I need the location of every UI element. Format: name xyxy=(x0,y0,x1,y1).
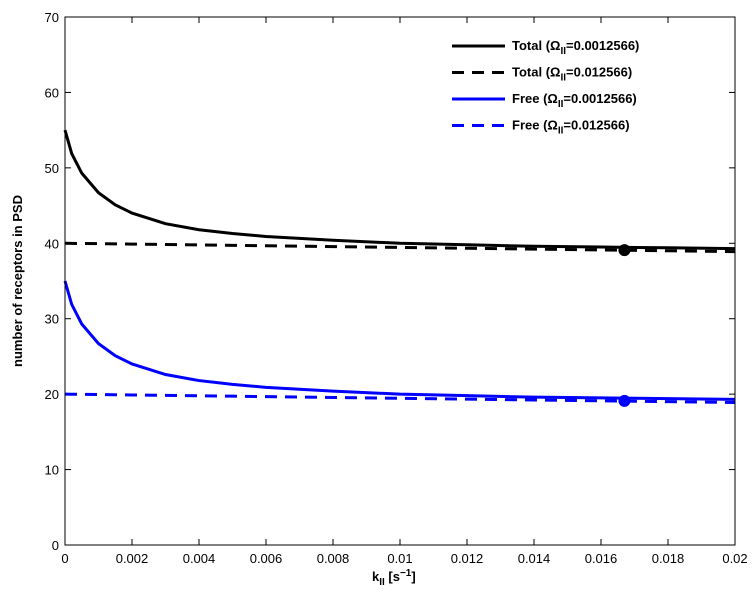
y-tick-label: 60 xyxy=(45,85,59,100)
series-line xyxy=(63,129,736,251)
legend-label: Free (ΩII=0.0012566) xyxy=(512,91,637,110)
marker xyxy=(618,394,631,407)
series-line xyxy=(64,241,736,254)
legend-text: =0.0012566) xyxy=(566,38,639,53)
x-axis-label-part: k xyxy=(372,569,380,584)
legend-text: =0.012566) xyxy=(566,65,632,80)
y-tick-label: 20 xyxy=(45,387,59,402)
y-axis-label: number of receptors in PSD xyxy=(10,195,25,367)
legend-text: Total (Ω xyxy=(512,38,560,53)
x-tick-label: 0.018 xyxy=(652,551,685,566)
y-tick-label: 30 xyxy=(45,312,59,327)
y-tick-label: 40 xyxy=(45,236,59,251)
legend-text: Total (Ω xyxy=(512,65,560,80)
legend-text: =0.012566) xyxy=(563,118,629,133)
x-tick-label: 0.006 xyxy=(250,551,283,566)
x-tick-label: 0.02 xyxy=(722,551,747,566)
legend-label: Free (ΩII=0.012566) xyxy=(512,118,630,137)
x-tick-label: 0.004 xyxy=(183,551,216,566)
x-tick-label: 0.016 xyxy=(585,551,618,566)
x-axis-label-part: [s xyxy=(385,569,400,584)
y-tick-label: 0 xyxy=(52,538,59,553)
y-tick-label: 70 xyxy=(45,10,59,25)
legend-label: Total (ΩII=0.012566) xyxy=(512,65,632,84)
legend-text: II xyxy=(558,126,564,137)
legend-text: Free (Ω xyxy=(512,91,558,106)
plot-frame xyxy=(64,16,736,546)
y-tick-label: 50 xyxy=(45,161,59,176)
legend-text: II xyxy=(560,46,566,57)
legend-text: Free (Ω xyxy=(512,118,558,133)
x-axis-label-part: ] xyxy=(411,569,415,584)
x-tick-label: 0.012 xyxy=(451,551,484,566)
x-axis-label: kII [s−1] xyxy=(372,568,416,588)
x-axis-label-part: −1 xyxy=(400,568,412,579)
x-tick-label: 0.002 xyxy=(116,551,149,566)
x-tick-label: 0.014 xyxy=(518,551,551,566)
legend-text: II xyxy=(560,73,566,84)
series-line xyxy=(63,280,736,401)
x-axis-label-part: II xyxy=(379,577,385,588)
legend-text: =0.0012566) xyxy=(563,91,636,106)
series-line xyxy=(64,392,736,404)
y-tick-label: 10 xyxy=(45,463,59,478)
marker xyxy=(618,244,631,257)
legend-label: Total (ΩII=0.0012566) xyxy=(512,38,639,57)
x-tick-label: 0 xyxy=(61,551,68,566)
x-tick-label: 0.008 xyxy=(317,551,350,566)
legend-text: II xyxy=(558,99,564,110)
x-tick-label: 0.01 xyxy=(387,551,412,566)
